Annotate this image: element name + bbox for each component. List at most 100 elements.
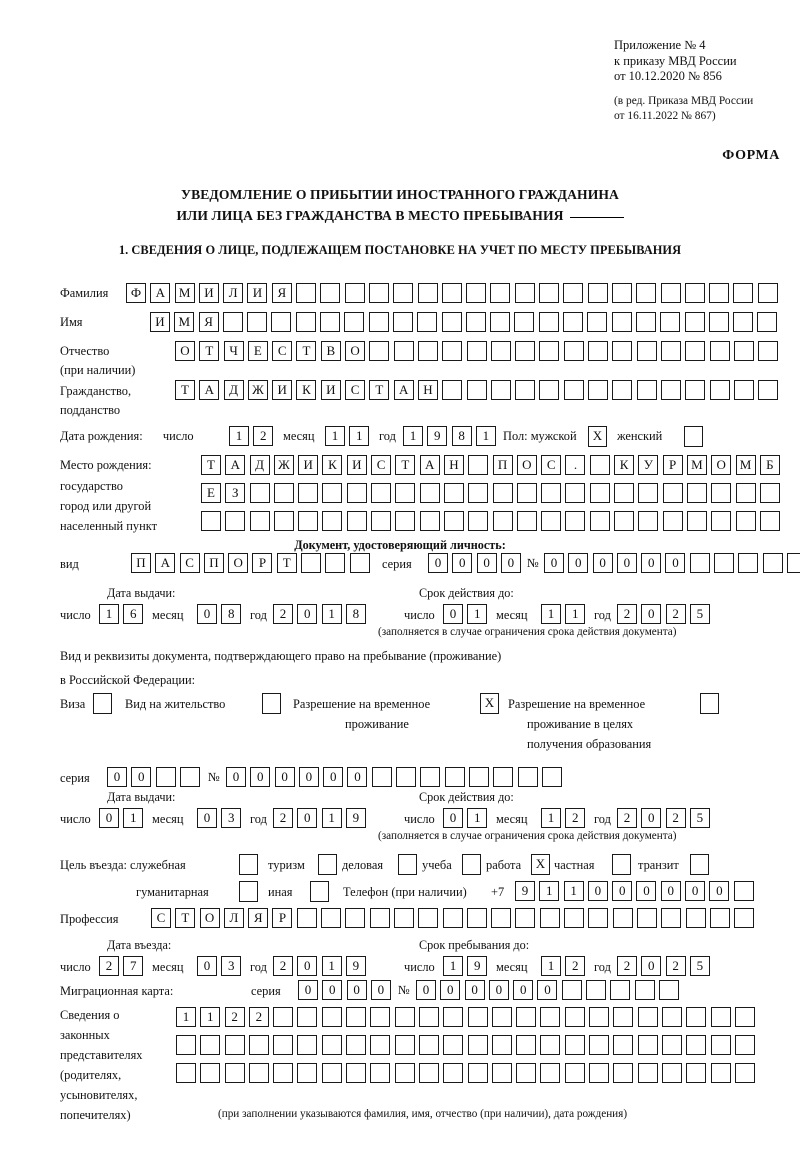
- char-cell[interactable]: [296, 283, 317, 303]
- char-cell[interactable]: [444, 767, 465, 787]
- checkbox-purpose-business[interactable]: [398, 854, 417, 875]
- char-cell[interactable]: [614, 511, 635, 531]
- char-cell[interactable]: П: [492, 455, 513, 475]
- char-cell[interactable]: О: [345, 341, 366, 361]
- char-cell[interactable]: 1: [321, 604, 342, 624]
- char-cell[interactable]: А: [225, 455, 246, 475]
- char-cell[interactable]: 0: [197, 808, 217, 828]
- char-cell[interactable]: [636, 908, 657, 928]
- char-cell[interactable]: [734, 908, 755, 928]
- char-cell[interactable]: [589, 455, 610, 475]
- char-cell[interactable]: [540, 1063, 561, 1083]
- char-cell[interactable]: [563, 380, 584, 400]
- char-cell[interactable]: [468, 767, 489, 787]
- char-cell[interactable]: [563, 283, 584, 303]
- char-cell[interactable]: 2: [99, 956, 119, 976]
- char-cell[interactable]: О: [516, 455, 537, 475]
- char-cell[interactable]: [762, 553, 783, 573]
- char-cell[interactable]: 9: [515, 881, 535, 901]
- char-cell[interactable]: К: [322, 455, 343, 475]
- char-cell[interactable]: 0: [587, 881, 608, 901]
- field-birthplace-row3[interactable]: [201, 511, 784, 531]
- char-cell[interactable]: [588, 341, 609, 361]
- char-cell[interactable]: [759, 483, 780, 503]
- char-cell[interactable]: [515, 380, 536, 400]
- char-cell[interactable]: И: [272, 380, 293, 400]
- char-cell[interactable]: [418, 1035, 439, 1055]
- char-cell[interactable]: [346, 1007, 367, 1027]
- char-cell[interactable]: [443, 1063, 464, 1083]
- char-cell[interactable]: [297, 1007, 318, 1027]
- char-cell[interactable]: Ч: [223, 341, 244, 361]
- char-cell[interactable]: [396, 767, 417, 787]
- char-cell[interactable]: 5: [689, 604, 710, 624]
- char-cell[interactable]: [491, 1007, 512, 1027]
- char-cell[interactable]: 0: [452, 553, 473, 573]
- char-cell[interactable]: [735, 483, 756, 503]
- char-cell[interactable]: [325, 553, 346, 573]
- char-cell[interactable]: [301, 553, 322, 573]
- char-cell[interactable]: Р: [252, 553, 273, 573]
- char-cell[interactable]: 2: [617, 604, 637, 624]
- char-cell[interactable]: [660, 312, 681, 332]
- char-cell[interactable]: Н: [417, 380, 438, 400]
- char-cell[interactable]: [371, 767, 392, 787]
- char-cell[interactable]: [346, 1063, 367, 1083]
- char-cell[interactable]: Е: [247, 341, 268, 361]
- char-cell[interactable]: [714, 553, 735, 573]
- char-cell[interactable]: [467, 1035, 488, 1055]
- checkbox-temp-residence[interactable]: X: [480, 693, 499, 714]
- char-cell[interactable]: [491, 1035, 512, 1055]
- char-cell[interactable]: 2: [224, 1007, 245, 1027]
- char-cell[interactable]: [369, 908, 390, 928]
- char-cell[interactable]: [709, 341, 730, 361]
- char-cell[interactable]: 0: [641, 604, 662, 624]
- char-cell[interactable]: [637, 1063, 658, 1083]
- checkbox-purpose-work[interactable]: X: [531, 854, 550, 875]
- char-cell[interactable]: [370, 1063, 391, 1083]
- char-cell[interactable]: [613, 1035, 634, 1055]
- char-cell[interactable]: П: [131, 553, 151, 573]
- char-cell[interactable]: [273, 483, 294, 503]
- char-cell[interactable]: [658, 980, 679, 1000]
- char-cell[interactable]: [249, 511, 270, 531]
- char-cell[interactable]: 8: [221, 604, 242, 624]
- char-cell[interactable]: С: [371, 455, 392, 475]
- char-cell[interactable]: Н: [443, 455, 464, 475]
- checkbox-purpose-official[interactable]: [239, 854, 258, 875]
- char-cell[interactable]: 0: [99, 808, 119, 828]
- char-cell[interactable]: 0: [297, 956, 318, 976]
- char-cell[interactable]: 6: [123, 604, 144, 624]
- char-cell[interactable]: Л: [223, 908, 244, 928]
- char-cell[interactable]: [686, 1035, 707, 1055]
- char-cell[interactable]: [661, 1063, 682, 1083]
- char-cell[interactable]: [660, 380, 681, 400]
- char-cell[interactable]: [612, 908, 633, 928]
- char-cell[interactable]: Р: [662, 455, 683, 475]
- char-cell[interactable]: [322, 511, 343, 531]
- char-cell[interactable]: [200, 1035, 221, 1055]
- char-cell[interactable]: [441, 283, 462, 303]
- char-cell[interactable]: [394, 1063, 415, 1083]
- char-cell[interactable]: [420, 767, 441, 787]
- char-cell[interactable]: 2: [273, 956, 293, 976]
- char-cell[interactable]: Т: [175, 380, 195, 400]
- char-cell[interactable]: [733, 312, 754, 332]
- char-cell[interactable]: 0: [476, 553, 497, 573]
- char-cell[interactable]: И: [198, 283, 219, 303]
- char-cell[interactable]: [637, 1007, 658, 1027]
- char-cell[interactable]: [589, 511, 610, 531]
- checkbox-visa[interactable]: [93, 693, 112, 714]
- char-cell[interactable]: 1: [176, 1007, 196, 1027]
- char-cell[interactable]: 2: [665, 956, 686, 976]
- char-cell[interactable]: [689, 553, 710, 573]
- char-cell[interactable]: [344, 283, 365, 303]
- char-cell[interactable]: Т: [199, 341, 220, 361]
